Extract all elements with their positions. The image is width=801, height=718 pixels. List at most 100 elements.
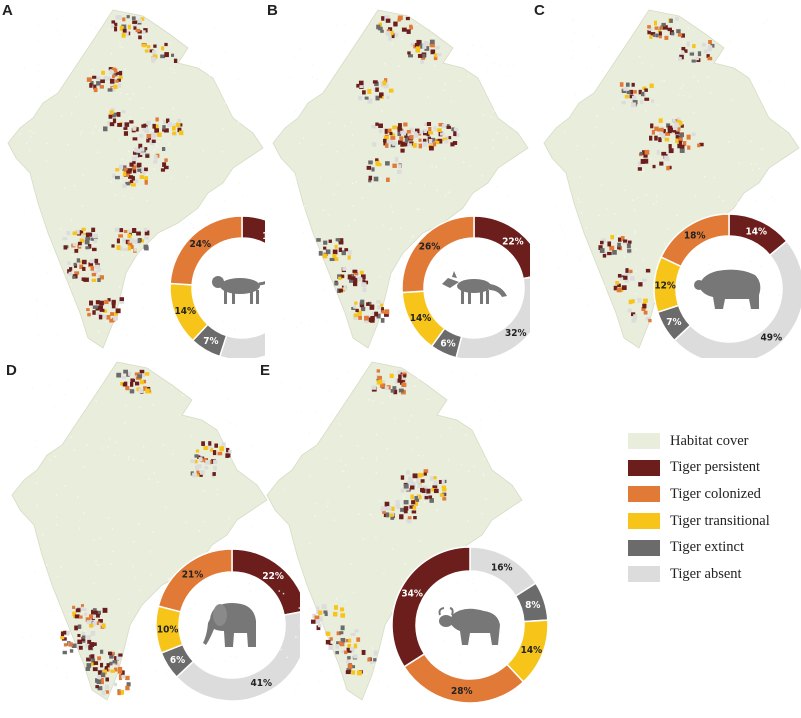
map-cell [347,255,351,260]
habitat-texture [109,437,111,440]
map-cell [369,304,375,310]
map-cell [95,613,100,618]
habitat-texture [335,672,337,674]
map-cell [89,83,93,88]
map-cell [139,175,145,179]
map-cell [642,278,647,282]
habitat-texture [231,541,234,544]
habitat-texture [592,35,594,38]
map-cell [432,137,436,142]
map-cell [118,234,124,238]
donut-chart-a: 17%38%7%14%24% [169,215,265,358]
habitat-texture [69,613,71,616]
map-cell [423,130,428,136]
habitat-texture [783,81,785,84]
map-cell [627,249,632,253]
map-cell [228,449,232,454]
habitat-texture [153,326,155,329]
map-cell [122,382,127,387]
map-cell [366,302,370,306]
map-cell [673,119,679,124]
map-cell [619,277,624,281]
map-cell [647,25,651,29]
map-cell [75,608,81,613]
habitat-texture [462,161,465,163]
map-cell [375,95,380,101]
map-cell [323,246,327,250]
map-cell [398,140,403,145]
map-cell [119,25,124,31]
habitat-texture [391,548,394,550]
habitat-texture [471,582,474,584]
map-cell [347,656,351,660]
map-cell [153,154,158,160]
map-cell [402,375,407,380]
habitat-texture [213,27,216,29]
map-cell [666,123,671,128]
legend: Habitat cover Tiger persistent Tiger col… [628,428,798,588]
map-cell [91,658,96,663]
map-cell [136,231,141,236]
habitat-texture [778,294,781,296]
habitat-texture [395,266,397,268]
map-cell [395,378,399,384]
map-cell [110,82,114,86]
map-cell [142,379,147,384]
habitat-texture [55,523,58,526]
map-cell [376,300,381,304]
habitat-texture [180,241,183,243]
habitat-texture [78,93,81,96]
habitat-texture [97,564,99,566]
habitat-texture [436,189,438,192]
map-cell [325,249,331,255]
habitat-texture [434,64,436,67]
map-cell [332,249,338,255]
donut-label-absent: 41% [251,678,273,689]
habitat-texture [353,591,355,594]
map-cell [680,33,685,38]
map-cell [602,253,607,258]
map-cell [400,507,405,512]
map-cell [79,264,84,270]
map-cell [73,262,77,267]
habitat-texture [241,195,244,198]
legend-label-colonized: Tiger colonized [670,485,761,502]
habitat-texture [127,150,130,153]
habitat-texture [95,315,98,318]
habitat-texture [648,308,651,310]
habitat-texture [239,212,241,215]
map-cell [373,176,379,182]
habitat-texture [250,444,253,447]
habitat-texture [110,52,113,55]
habitat-texture [376,456,378,459]
habitat-texture [66,671,68,674]
habitat-texture [211,64,214,67]
map-cell [629,269,633,274]
habitat-texture [707,76,709,79]
map-cell [637,298,642,303]
habitat-texture [107,28,110,30]
map-cell [341,250,346,256]
habitat-texture [169,42,171,45]
habitat-texture [77,496,79,498]
habitat-texture [635,248,637,250]
map-cell [117,666,123,672]
map-cell [430,43,435,48]
map-cell [600,240,604,245]
map-cell [157,132,162,137]
donut-label-colonized: 24% [189,239,211,250]
map-cell [373,650,378,656]
map-cell [362,279,366,283]
map-cell [171,53,175,57]
map-cell [423,129,427,133]
habitat-texture [431,165,433,168]
habitat-texture [761,148,763,150]
habitat-texture [375,471,377,474]
panel-letter-b: B [267,2,278,19]
map-cell [617,242,621,248]
habitat-texture [401,38,403,41]
habitat-texture [38,63,40,65]
habitat-texture [199,310,201,313]
map-cell [127,233,132,239]
legend-item-colonized: Tiger colonized [628,481,798,508]
